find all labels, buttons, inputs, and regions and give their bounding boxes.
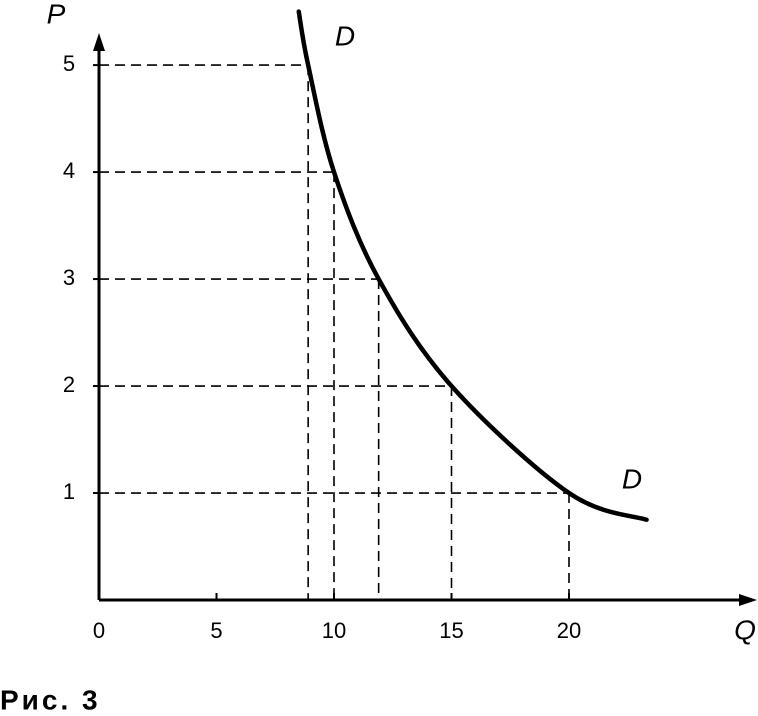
y-tick-label: 2 [63, 372, 75, 397]
y-tick-label: 1 [63, 479, 75, 504]
x-tick-label: 15 [439, 618, 463, 643]
caption: Рис. 3 [0, 684, 101, 715]
y-axis-label: P [47, 0, 66, 29]
curve-label: D [622, 463, 642, 494]
x-axis-label: Q [734, 614, 756, 645]
demand-curve [296, 9, 649, 523]
x-tick-label: 0 [93, 618, 105, 643]
y-tick-label: 4 [63, 158, 75, 183]
x-axis-arrow [739, 594, 757, 606]
x-tick-label: 20 [557, 618, 581, 643]
y-axis-arrow [93, 33, 105, 51]
y-tick-label: 5 [63, 51, 75, 76]
curve-label: D [335, 20, 355, 51]
x-tick-label: 5 [210, 618, 222, 643]
y-tick-label: 3 [63, 265, 75, 290]
x-tick-label: 10 [322, 618, 346, 643]
